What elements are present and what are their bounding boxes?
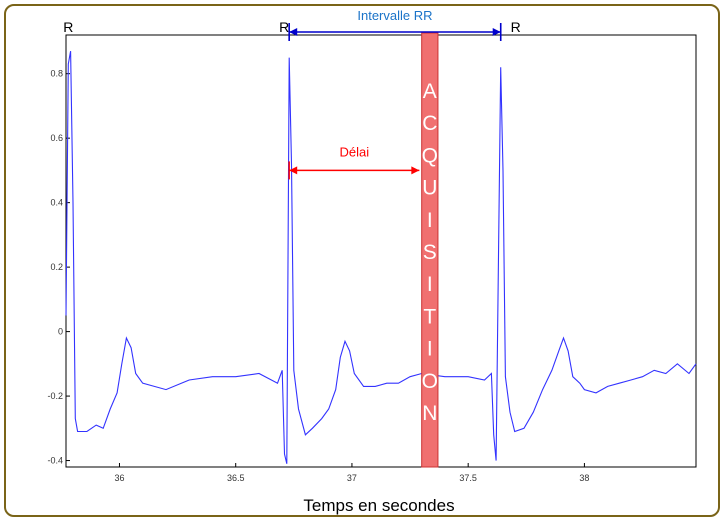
- delay-annotation: Délai: [288, 144, 420, 180]
- y-tick-label: 0.8: [50, 69, 63, 79]
- r-peak-label: R: [511, 19, 521, 35]
- acquisition-letter: Q: [422, 144, 438, 167]
- y-axis: -0.4 -0.2 0 0.2 0.4 0.6 0.8: [47, 69, 70, 466]
- r-peak-label: R: [279, 19, 289, 35]
- delay-arrowhead-right: [411, 166, 420, 175]
- y-tick-label: 0.2: [50, 262, 63, 272]
- acquisition-letter: I: [427, 338, 433, 361]
- acquisition-letter: C: [422, 112, 437, 135]
- acquisition-letter: I: [427, 209, 433, 232]
- x-tick-label: 36: [114, 473, 124, 483]
- delay-label: Délai: [339, 144, 369, 159]
- delay-arrowhead-left: [289, 166, 298, 175]
- rr-arrowhead-right: [492, 28, 501, 36]
- x-tick-label: 38: [579, 473, 589, 483]
- acquisition-letter: A: [423, 80, 437, 103]
- acquisition-letter: O: [422, 370, 438, 393]
- acquisition-letter: S: [423, 241, 437, 264]
- y-tick-label: 0.6: [50, 133, 63, 143]
- r-peak-label: R: [63, 19, 73, 35]
- plot-area: -0.4 -0.2 0 0.2 0.4 0.6 0.8 36 36.5 37 37.5 38 ACQ…: [47, 8, 697, 483]
- chart-frame: [4, 4, 720, 517]
- acquisition-letter: I: [427, 273, 433, 296]
- acquisition-letter: T: [423, 305, 436, 328]
- x-tick-label: 37.5: [459, 473, 477, 483]
- series-line-ecg: [65, 51, 697, 464]
- axes-box: [65, 34, 697, 468]
- rr-interval-label: Intervalle RR: [357, 8, 432, 23]
- y-tick-label: -0.4: [47, 456, 63, 466]
- acquisition-letter: U: [422, 177, 437, 200]
- acquisition-rect: [421, 32, 439, 468]
- y-tick-label: 0.4: [50, 198, 63, 208]
- rr-interval-annotation: Intervalle RR: [288, 8, 502, 41]
- x-axis: 36 36.5 37 37.5 38: [114, 463, 589, 483]
- y-tick-label: 0: [58, 327, 63, 337]
- acquisition-letter: N: [422, 402, 437, 425]
- x-tick-label: 37: [347, 473, 357, 483]
- x-tick-label: 36.5: [227, 473, 245, 483]
- y-tick-label: -0.2: [47, 391, 63, 401]
- rr-arrowhead-left: [289, 28, 298, 36]
- x-axis-label: Temps en secondes: [303, 496, 454, 515]
